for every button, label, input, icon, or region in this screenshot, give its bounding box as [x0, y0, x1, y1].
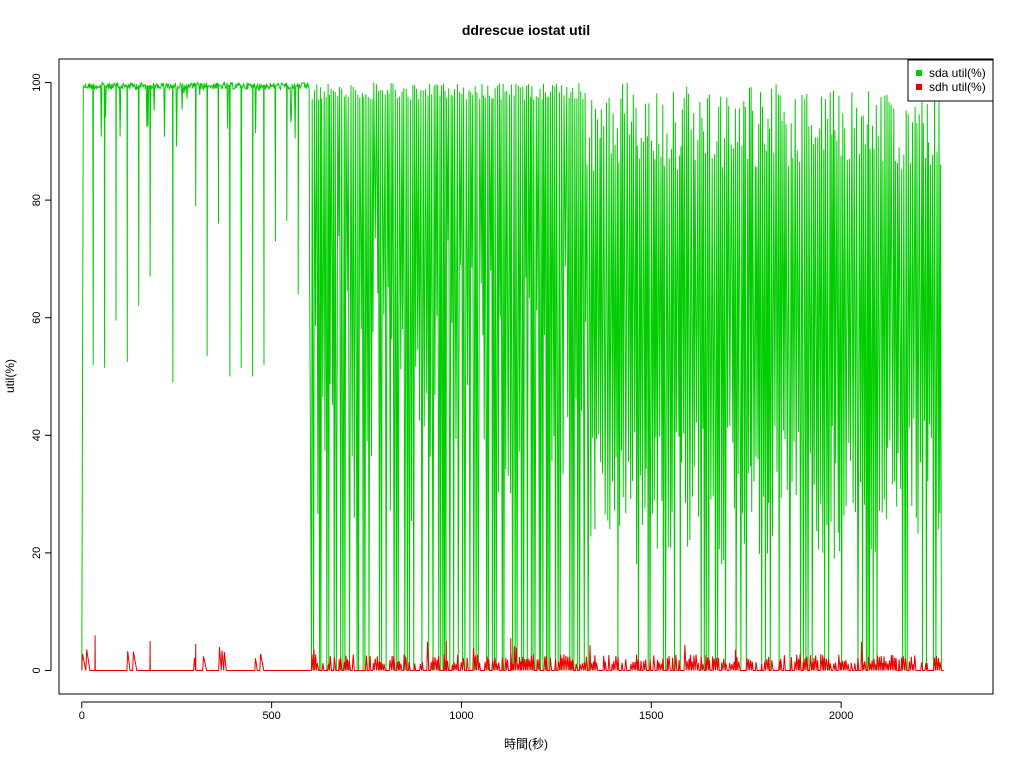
series-layer: [81, 80, 944, 671]
y-tick-label: 20: [31, 547, 43, 559]
x-tick-label: 1500: [639, 710, 663, 722]
y-axis: 0 20 40 60 80 100: [31, 73, 52, 674]
legend-label-sdh: sdh util(%): [929, 80, 986, 94]
x-axis: 0 500 1000 1500 2000: [79, 701, 853, 722]
x-axis-label: 時間(秒): [504, 737, 548, 751]
y-tick-label: 0: [31, 667, 43, 673]
x-tick-label: 500: [262, 710, 280, 722]
legend-box: [907, 59, 994, 102]
y-tick-label: 40: [31, 429, 43, 441]
y-tick-label: 80: [31, 194, 43, 206]
y-tick-label: 100: [31, 73, 43, 91]
series-line-sda: [81, 80, 944, 671]
legend: sda util(%) sdh util(%): [907, 59, 994, 102]
y-tick-label: 60: [31, 312, 43, 324]
legend-swatch-sda: [916, 70, 922, 76]
x-tick-label: 2000: [829, 710, 853, 722]
series-line-sdh: [81, 635, 944, 671]
chart-title: ddrescue iostat util: [462, 22, 590, 38]
x-tick-label: 0: [79, 710, 85, 722]
plot-frame: [58, 58, 994, 695]
x-tick-label: 1000: [449, 710, 473, 722]
y-axis-label: util(%): [3, 359, 17, 393]
legend-label-sda: sda util(%): [929, 66, 986, 80]
legend-swatch-sdh: [916, 84, 922, 90]
